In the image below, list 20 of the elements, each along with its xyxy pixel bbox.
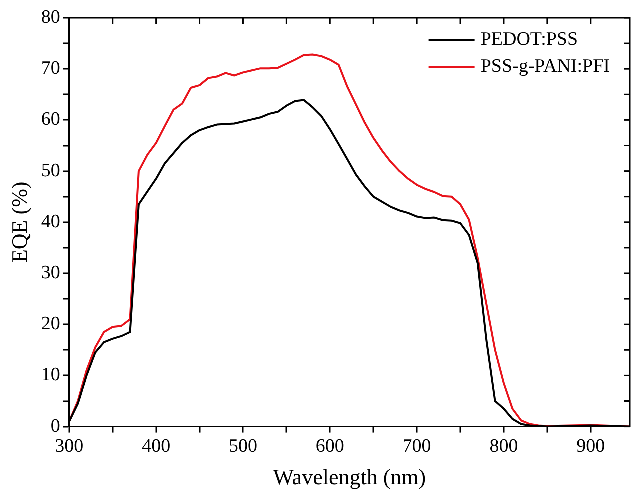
y-tick-label: 20	[41, 314, 60, 335]
y-tick-label: 60	[41, 109, 60, 130]
y-axis-title: EQE (%)	[6, 182, 32, 264]
y-tick-label: 10	[41, 364, 60, 386]
x-tick-label: 600	[316, 436, 344, 458]
legend-label: PSS-g-PANI:PFI	[480, 56, 610, 77]
y-tick-label: 70	[41, 58, 60, 80]
x-tick-label: 900	[576, 436, 606, 458]
y-tick-label: 30	[41, 262, 60, 284]
x-tick-label: 800	[490, 436, 518, 458]
legend-label: PEDOT:PSS	[480, 28, 578, 50]
y-tick-label: 40	[41, 211, 60, 232]
y-tick-label: 50	[41, 160, 60, 182]
x-tick-label: 500	[228, 436, 258, 458]
x-tick-label: 400	[142, 436, 171, 458]
x-tick-label: 700	[402, 436, 432, 458]
y-tick-label: 0	[50, 416, 60, 437]
x-tick-label: 300	[55, 436, 84, 458]
y-tick-label: 80	[41, 6, 60, 28]
x-axis-title: Wavelength (nm)	[273, 464, 426, 490]
